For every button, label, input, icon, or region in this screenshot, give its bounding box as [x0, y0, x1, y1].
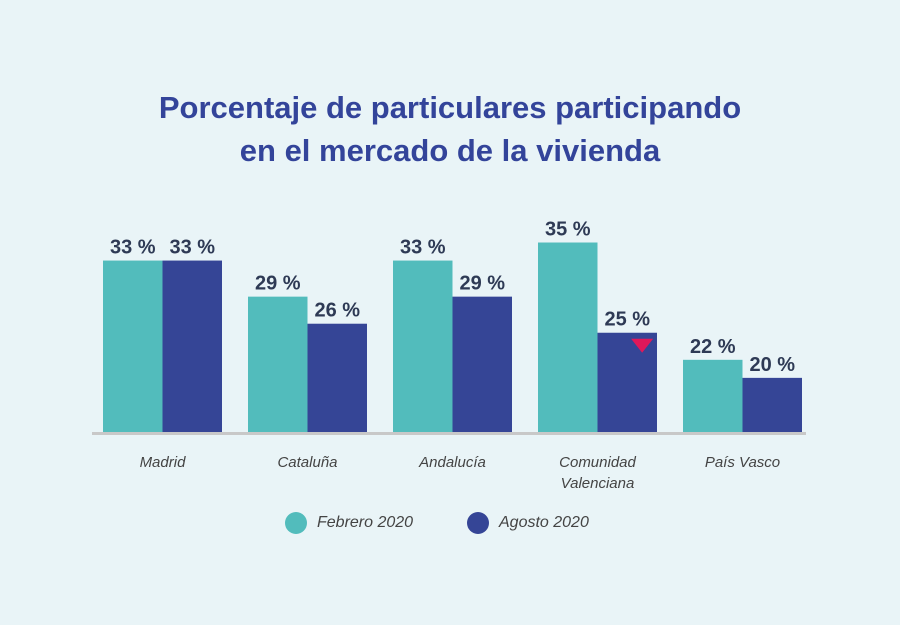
data-label: 26 % — [314, 300, 360, 322]
legend-item-febrero: Febrero 2020 — [285, 512, 413, 534]
chart-title-line-1: Porcentaje de particulares participando — [158, 90, 742, 125]
data-label: 33 % — [110, 237, 156, 259]
data-label: 25 % — [604, 309, 650, 331]
category-label: Madrid — [140, 454, 187, 471]
bar — [393, 260, 453, 432]
bar — [162, 260, 222, 432]
bar — [103, 260, 163, 432]
bar — [248, 296, 308, 432]
legend-swatch-agosto — [467, 512, 489, 534]
bar — [742, 377, 802, 432]
data-label: 20 % — [749, 354, 795, 376]
chart-title-line-2: en el mercado de la vivienda — [239, 133, 661, 168]
data-label: 29 % — [255, 273, 301, 295]
category-label: Valenciana — [561, 475, 635, 492]
category-label: Andalucía — [418, 454, 486, 471]
bar — [683, 359, 743, 432]
data-label: 22 % — [690, 336, 736, 358]
bar — [452, 296, 512, 432]
chart-title: Porcentaje de particulares participando … — [0, 86, 900, 172]
data-label: 35 % — [545, 219, 591, 241]
bar — [597, 332, 657, 432]
legend-label-febrero: Febrero 2020 — [317, 514, 414, 531]
bar — [307, 323, 367, 432]
data-label: 33 % — [400, 237, 446, 259]
data-label: 33 % — [169, 237, 215, 259]
down-triangle-icon — [631, 338, 654, 353]
legend-item-agosto: Agosto 2020 — [467, 512, 589, 534]
data-label: 29 % — [459, 273, 505, 295]
legend-swatch-febrero — [285, 512, 307, 534]
bar — [538, 242, 598, 432]
category-label: Comunidad — [559, 454, 636, 471]
category-label: País Vasco — [705, 454, 780, 471]
legend-label-agosto: Agosto 2020 — [499, 514, 589, 531]
category-label: Cataluña — [277, 454, 337, 471]
